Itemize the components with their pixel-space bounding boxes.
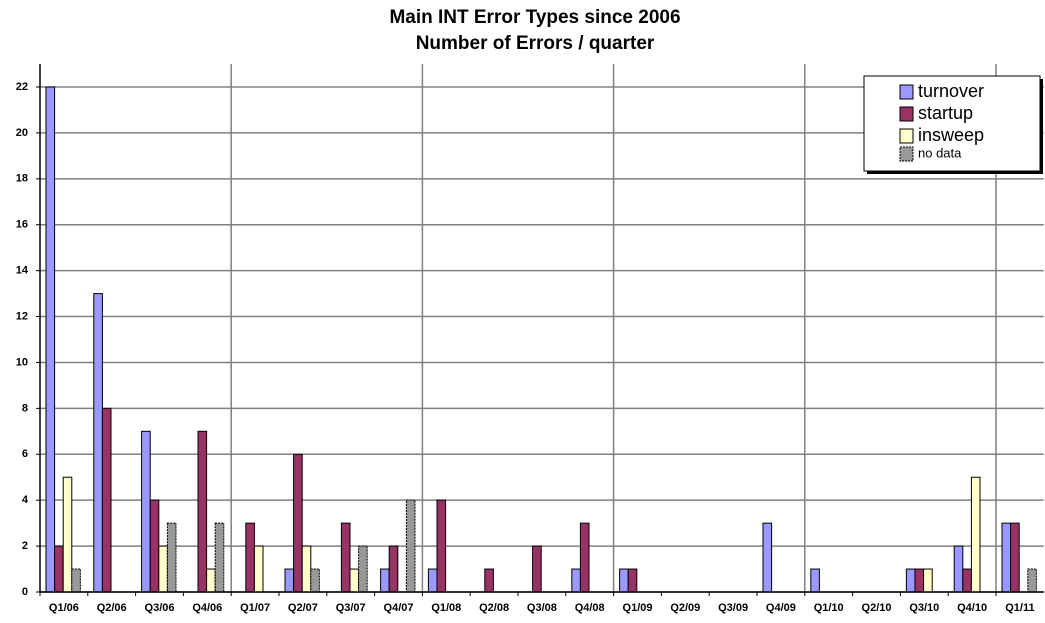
- bar: [627, 568, 638, 593]
- legend-label: startup: [918, 103, 973, 123]
- legend-swatch: [899, 146, 914, 162]
- legend-label: turnover: [918, 81, 984, 101]
- bar: [810, 568, 820, 593]
- bar: [93, 293, 103, 593]
- y-tick-label: 2: [22, 540, 28, 552]
- bar: [380, 568, 390, 593]
- bar: [970, 476, 981, 593]
- bar: [340, 522, 351, 593]
- x-tick-label: Q1/09: [623, 602, 653, 614]
- x-tick-label: Q4/07: [384, 602, 414, 614]
- bar: [158, 545, 168, 593]
- bar: [301, 545, 312, 593]
- bar: [54, 545, 64, 593]
- x-tick-label: Q4/09: [766, 602, 796, 614]
- x-tick-label: Q1/06: [49, 602, 79, 614]
- bar: [619, 568, 629, 593]
- x-tick-label: Q3/10: [909, 602, 939, 614]
- y-tick-label: 18: [16, 173, 28, 185]
- bar: [427, 568, 438, 593]
- x-tick-label: Q2/08: [479, 602, 509, 614]
- bar: [532, 545, 542, 593]
- bar: [166, 522, 177, 593]
- bar: [962, 568, 972, 593]
- x-tick-label: Q1/07: [240, 602, 270, 614]
- x-tick-label: Q1/08: [431, 602, 461, 614]
- bar: [310, 568, 320, 593]
- y-tick-label: 6: [22, 448, 28, 460]
- x-tick-label: Q2/06: [97, 602, 127, 614]
- x-tick-label: Q3/08: [527, 602, 557, 614]
- bar: [388, 545, 399, 593]
- x-tick-label: Q3/09: [718, 602, 748, 614]
- bar: [762, 522, 773, 593]
- y-tick-label: 16: [16, 219, 28, 231]
- x-tick-label: Q2/10: [862, 602, 892, 614]
- bar: [953, 545, 964, 593]
- y-tick-label: 0: [22, 586, 28, 598]
- y-tick-label: 4: [22, 494, 29, 506]
- bar: [914, 568, 925, 593]
- bar: [149, 499, 160, 593]
- legend-swatch: [899, 128, 914, 144]
- bar: [197, 430, 208, 593]
- x-tick-label: Q3/07: [336, 602, 366, 614]
- chart-subtitle: Number of Errors / quarter: [416, 33, 655, 54]
- bar: [571, 568, 581, 593]
- x-tick-label: Q4/06: [192, 602, 222, 614]
- x-tick-label: Q1/10: [814, 602, 844, 614]
- y-tick-label: 10: [16, 356, 28, 368]
- legend: [863, 75, 1041, 172]
- bar: [62, 476, 73, 593]
- bar: [206, 568, 216, 593]
- x-tick-label: Q1/11: [1005, 602, 1034, 614]
- bar: [349, 568, 360, 593]
- x-tick-label: Q2/07: [288, 602, 318, 614]
- bar: [101, 407, 112, 593]
- bar: [1010, 522, 1020, 593]
- bar: [141, 430, 151, 593]
- bar: [71, 568, 81, 593]
- legend-label: no data: [918, 145, 962, 160]
- y-tick-label: 20: [16, 127, 28, 139]
- chart-title: Main INT Error Types since 2006: [389, 7, 680, 28]
- bar: [245, 522, 255, 593]
- y-tick-label: 12: [16, 310, 28, 322]
- bar: [905, 568, 916, 593]
- y-tick-label: 14: [16, 265, 29, 277]
- bar: [253, 545, 264, 593]
- legend-label: insweep: [918, 125, 984, 145]
- y-tick-label: 22: [16, 81, 28, 93]
- bar: [1001, 522, 1012, 593]
- bar: [923, 568, 933, 593]
- bar: [45, 86, 56, 593]
- x-tick-label: Q2/09: [670, 602, 700, 614]
- y-tick-label: 8: [22, 402, 28, 414]
- bar: [1027, 568, 1037, 593]
- bar: [579, 522, 590, 593]
- x-tick-label: Q4/08: [575, 602, 605, 614]
- x-tick-label: Q4/10: [957, 602, 987, 614]
- bar: [358, 545, 368, 593]
- bar: [214, 522, 225, 593]
- bar: [405, 499, 416, 593]
- legend-swatch: [899, 106, 914, 122]
- bar: [284, 568, 295, 593]
- bar: [293, 453, 303, 593]
- legend-swatch: [899, 84, 914, 100]
- bar: [436, 499, 447, 593]
- bar: [484, 568, 494, 593]
- x-tick-label: Q3/06: [145, 602, 175, 614]
